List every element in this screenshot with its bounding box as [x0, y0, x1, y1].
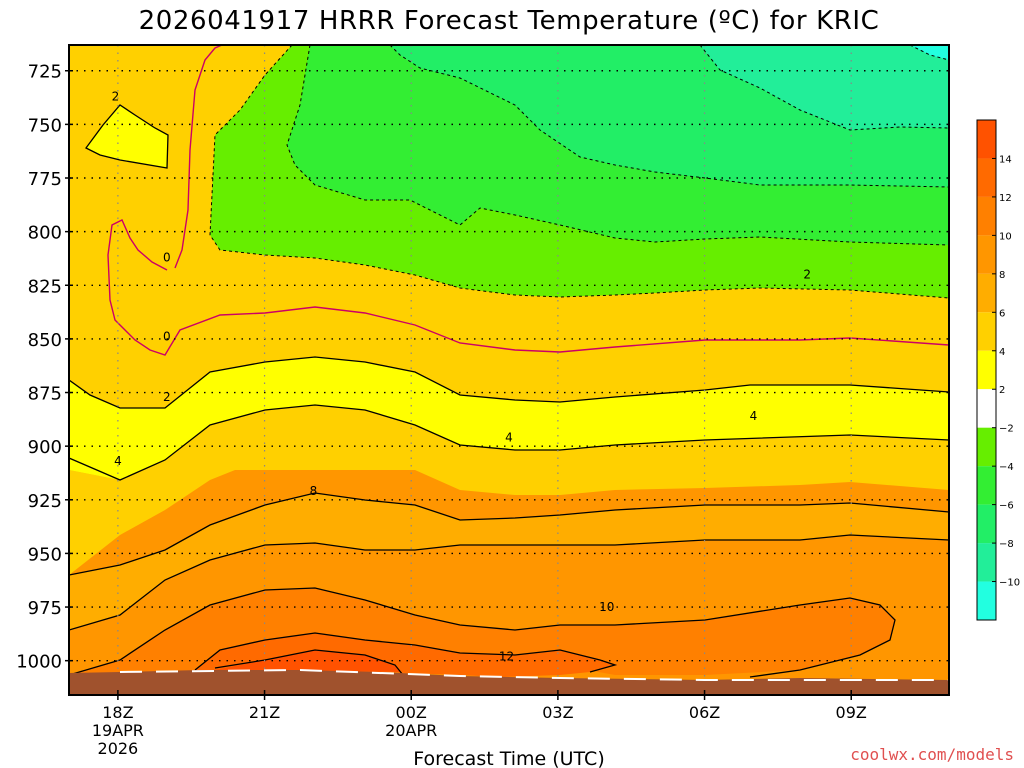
y-tick-label: 825	[28, 276, 62, 297]
credit-link[interactable]: coolwx.com/models	[850, 745, 1014, 764]
y-tick-label: 1000	[16, 652, 62, 673]
y-tick-label: 800	[28, 223, 62, 244]
colorbar-label: 4	[999, 347, 1005, 358]
colorbar-band	[977, 312, 996, 351]
colorbar-band	[977, 235, 996, 274]
colorbar-band	[977, 543, 996, 582]
contour-minus-10	[909, 45, 949, 61]
contour-2-upper	[69, 356, 949, 409]
contour-label: 0	[163, 330, 171, 344]
colorbar-label: −10	[999, 578, 1020, 589]
colorbar-label: −2	[999, 424, 1014, 435]
y-tick-label: 850	[28, 330, 62, 351]
contour-minus-2	[209, 45, 949, 299]
x-tick-label: 21Z	[249, 703, 280, 722]
contour-label-layer: 2 0 0 2 4 8 4 4 2 10 12	[112, 89, 811, 663]
band-4-6-fill	[69, 405, 949, 575]
x-axis-title: Forecast Time (UTC)	[413, 748, 604, 768]
contour-lines	[69, 104, 949, 678]
chart-title: 2026041917 HRRR Forecast Temperature (ºC…	[139, 6, 880, 36]
surface-edge-marks	[119, 668, 949, 681]
colorbar-label: 14	[999, 154, 1012, 165]
colorbar-label: 10	[999, 231, 1012, 242]
colorbar-band	[977, 504, 996, 544]
x-tick-label: 18Z	[102, 703, 133, 722]
contour-label: 10	[599, 600, 614, 614]
contour-label: 2	[803, 268, 811, 282]
freezing-line-upper	[107, 219, 949, 356]
colorbar-label: −4	[999, 462, 1014, 473]
contour-minus-4	[286, 45, 949, 246]
colorbar-label: 8	[999, 270, 1005, 281]
contour-label: 2	[163, 390, 171, 404]
plot-area: 2 0 0 2 4 8 4 4 2 10 12	[69, 45, 949, 695]
contour-label: 4	[505, 431, 513, 445]
contour-label: 0	[163, 250, 171, 264]
negative-contours	[209, 45, 949, 299]
y-tick-label: 750	[28, 115, 62, 136]
colorbar-label: −6	[999, 501, 1014, 512]
contour-4	[69, 404, 949, 481]
contour-label: 2	[112, 89, 120, 103]
band-above-14-core	[215, 650, 400, 672]
colorbar-band	[977, 389, 996, 428]
colorbar-band	[977, 273, 996, 313]
colorbar-label: 2	[999, 385, 1005, 396]
band-minus-8-minus-10	[700, 45, 949, 130]
y-tick-label: 775	[28, 169, 62, 190]
contour-minus-8	[699, 45, 949, 131]
y-tick-label: 925	[28, 491, 62, 512]
colorbar-band	[977, 427, 996, 467]
colorbar-band	[977, 196, 996, 236]
x-tick-label: 09Z	[836, 703, 867, 722]
y-tick-label: 725	[28, 62, 62, 83]
colorbar-band	[977, 120, 996, 159]
colorbar-band	[977, 158, 996, 197]
ground-surface	[69, 670, 949, 695]
contour-2-blob	[85, 104, 169, 169]
y-tick-label: 875	[28, 384, 62, 405]
colorbar-label: 6	[999, 308, 1005, 319]
x-tick-date: 20APR	[385, 721, 437, 740]
x-tick-label: 00Z	[396, 703, 427, 722]
colorbar-band	[977, 581, 996, 620]
colorbar: 14 12 10 8 6 4 2 −2 −4 −6 −8 −10	[976, 119, 1020, 621]
freezing-line-vertical	[174, 45, 223, 269]
x-tick-year: 2026	[98, 739, 139, 758]
contour-label: 4	[750, 409, 758, 423]
y-tick-label: 900	[28, 437, 62, 458]
y-tick-label: 975	[28, 598, 62, 619]
x-tick-label: 06Z	[689, 703, 720, 722]
x-tick-label: 03Z	[542, 703, 573, 722]
band-2-4-blob	[86, 105, 168, 168]
colorbar-label: 12	[999, 193, 1012, 204]
colorbar-band	[977, 350, 996, 390]
y-tick-label: 950	[28, 544, 62, 565]
plot-frame	[68, 44, 950, 696]
y-axis: 725 750 775 800 825 850 875 900 925 950 975 1000	[16, 62, 73, 673]
contour-8	[69, 534, 949, 631]
contour-label: 4	[114, 454, 122, 468]
colorbar-label: −8	[999, 539, 1014, 550]
band-below-minus-10	[910, 45, 949, 60]
contour-minus-6	[389, 45, 949, 188]
contour-6	[69, 492, 949, 576]
freezing-lines	[107, 45, 949, 356]
contour-label: 8	[310, 484, 318, 498]
colorbar-band	[977, 466, 996, 505]
colorbar-frame	[976, 119, 997, 621]
contour-10	[69, 587, 896, 678]
contour-label: 12	[499, 649, 514, 663]
x-tick-date: 19APR	[92, 721, 144, 740]
